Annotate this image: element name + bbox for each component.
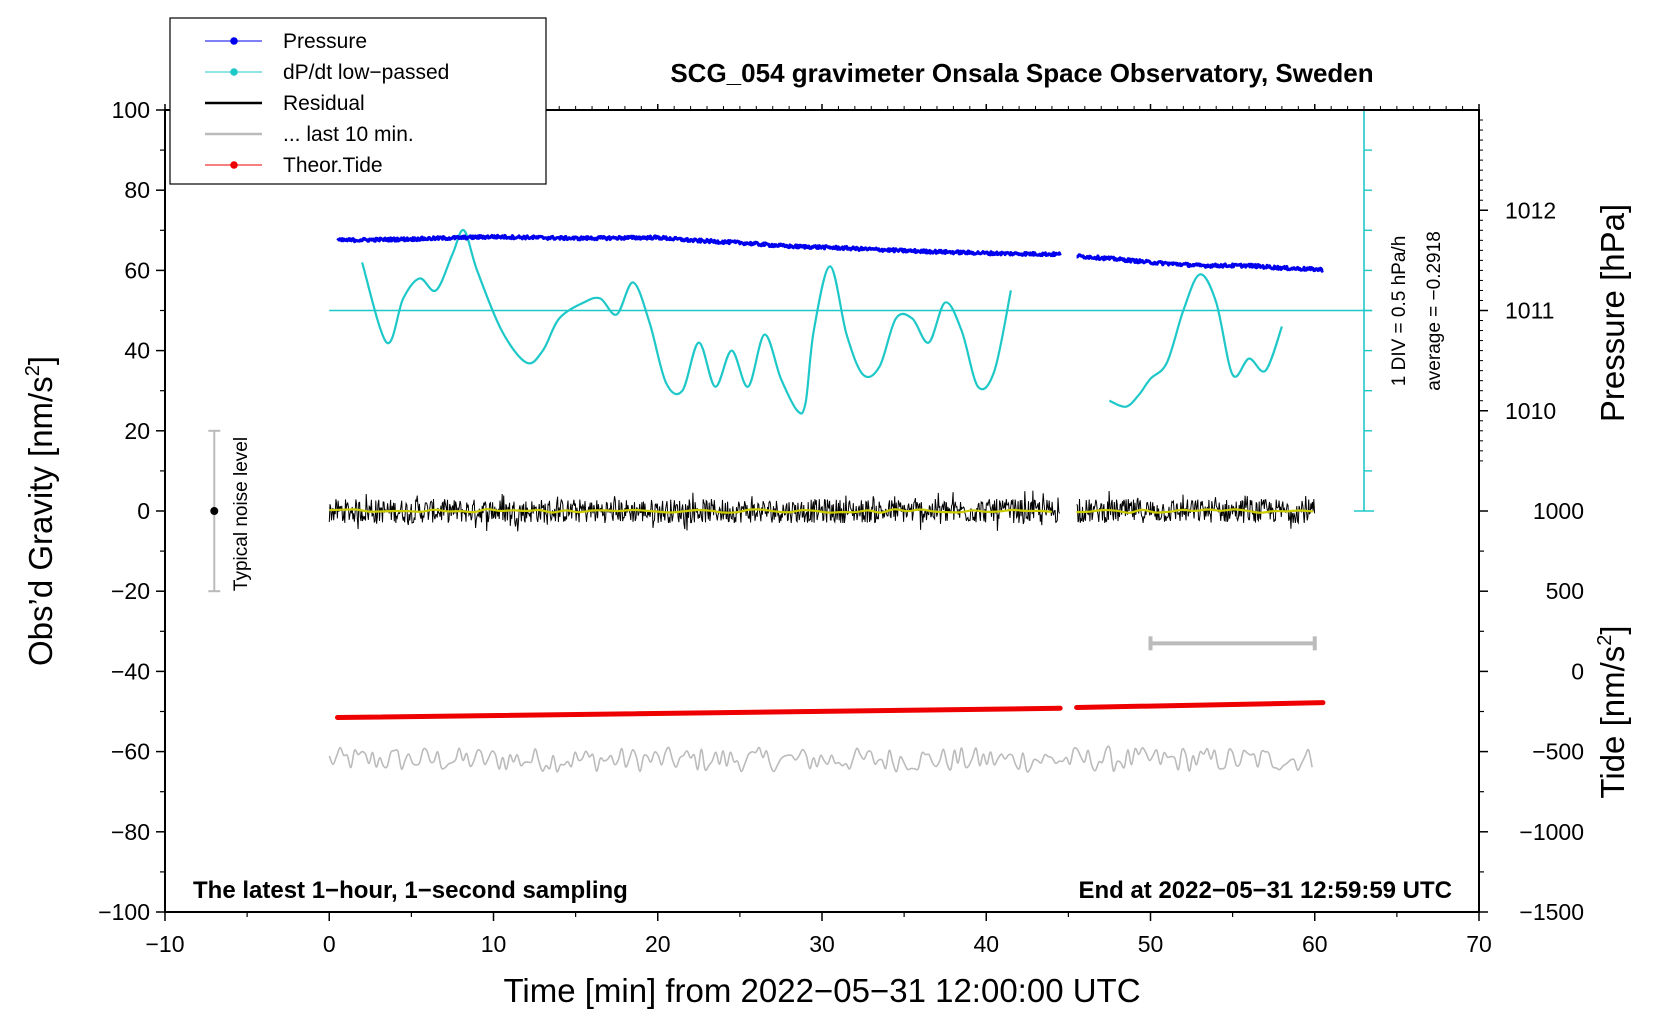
x-tick-label: 30 bbox=[809, 931, 835, 957]
y-axis-ticks: 100 80 60 40 20 0 −20 −40 −60 −80 −100 bbox=[98, 97, 165, 925]
pressure-tick-label: 1011 bbox=[1505, 298, 1554, 324]
legend-box bbox=[169, 17, 547, 185]
y-axis-label-text: Obs’d Gravity [nm/s bbox=[22, 376, 59, 666]
legend-label: Residual bbox=[283, 92, 365, 115]
y-tick-label: 60 bbox=[124, 257, 150, 283]
pressure-tick-label: 1010 bbox=[1505, 398, 1556, 424]
theoretical-tide-series bbox=[334, 700, 1326, 721]
x-tick-label: 10 bbox=[481, 931, 507, 957]
legend-marker bbox=[230, 68, 238, 76]
pressure-series bbox=[336, 233, 1324, 273]
legend: Pressure dP/dt low−passed Residual ... last… bbox=[169, 17, 547, 185]
y-tick-label: −100 bbox=[98, 899, 150, 925]
pressure-tick-label: 1012 bbox=[1505, 197, 1556, 223]
y-tick-label: 40 bbox=[124, 338, 150, 364]
tide-axis-label: Tide [nm/s2] bbox=[1594, 625, 1631, 798]
tide-axis-label-text: Tide [nm/s bbox=[1594, 646, 1631, 799]
tide-tick-label: 1000 bbox=[1533, 498, 1584, 524]
y-tick-label: 80 bbox=[124, 177, 150, 203]
pressure-axis-label: Pressure [hPa] bbox=[1594, 204, 1631, 422]
tide-tick-label: −1500 bbox=[1519, 899, 1584, 925]
y-tick-label: −80 bbox=[111, 819, 150, 845]
residual-smoothed-line bbox=[1076, 508, 1314, 514]
dpdt-line bbox=[361, 229, 1012, 415]
pressure-scale-label-average: average = −0.2918 bbox=[1424, 231, 1445, 391]
tide-axis-ticks: 1000 500 0 −500 −1000 −1500 bbox=[1479, 498, 1584, 925]
chart-title: SCG_054 gravimeter Onsala Space Observat… bbox=[670, 58, 1373, 88]
last-10-min-series bbox=[328, 745, 1313, 773]
noise-bar-point bbox=[210, 507, 219, 515]
tide-line bbox=[334, 705, 1063, 721]
residual-smoothed-line bbox=[329, 508, 1052, 514]
y-tick-label: −60 bbox=[111, 739, 150, 765]
footer-left-note: The latest 1−hour, 1−second sampling bbox=[193, 877, 628, 904]
tide-tick-label: −1000 bbox=[1519, 819, 1584, 845]
pressure-axis-ticks: 1012 1011 1010 bbox=[1479, 119, 1556, 462]
pressure-line bbox=[1075, 253, 1324, 273]
residual-line bbox=[1076, 490, 1316, 529]
dpdt-line bbox=[1108, 273, 1283, 408]
legend-label: ... last 10 min. bbox=[283, 123, 414, 146]
x-tick-label: 60 bbox=[1302, 931, 1328, 957]
legend-label: Pressure bbox=[283, 30, 367, 53]
x-tick-label: 0 bbox=[323, 931, 336, 957]
y-tick-label: 20 bbox=[124, 418, 150, 444]
x-tick-label: 50 bbox=[1138, 931, 1164, 957]
tide-line bbox=[1074, 700, 1326, 710]
y-axis-label-sup: 2 bbox=[22, 365, 44, 376]
y-tick-label: 100 bbox=[112, 97, 150, 123]
dpdt-series bbox=[329, 229, 1373, 415]
legend-marker bbox=[230, 161, 238, 169]
legend-marker bbox=[230, 37, 238, 45]
legend-label: dP/dt low−passed bbox=[283, 61, 449, 84]
x-tick-label: 20 bbox=[645, 931, 671, 957]
tide-tick-label: 0 bbox=[1571, 658, 1584, 684]
y-tick-label: −40 bbox=[111, 658, 150, 684]
noise-level-label: Typical noise level bbox=[231, 437, 252, 591]
pressure-scale-label-div: 1 DIV = 0.5 hPa/h bbox=[1389, 236, 1410, 387]
y-tick-label: 0 bbox=[137, 498, 150, 524]
reference-bar bbox=[1148, 636, 1317, 651]
x-tick-label: 40 bbox=[973, 931, 999, 957]
x-axis-ticks: −10 0 10 20 30 40 50 60 70 bbox=[145, 104, 1492, 957]
residual-series bbox=[328, 490, 1316, 532]
y-axis-label: Obs’d Gravity [nm/s2] bbox=[22, 356, 59, 666]
x-tick-label: −10 bbox=[145, 931, 184, 957]
last-10-min-line bbox=[328, 745, 1313, 773]
y-axis-label-close: ] bbox=[22, 356, 59, 365]
footer-right-note: End at 2022−05−31 12:59:59 UTC bbox=[1078, 877, 1452, 904]
pressure-line bbox=[336, 233, 1062, 258]
tide-tick-label: −500 bbox=[1532, 739, 1584, 765]
tide-axis-label-sup: 2 bbox=[1594, 635, 1616, 646]
x-axis-label: Time [min] from 2022−05−31 12:00:00 UTC bbox=[503, 972, 1140, 1009]
tide-tick-label: 500 bbox=[1546, 578, 1584, 604]
legend-label: Theor.Tide bbox=[283, 154, 383, 177]
noise-level-bar bbox=[208, 429, 221, 593]
residual-line bbox=[328, 490, 1060, 532]
tide-axis-label-close: ] bbox=[1594, 625, 1631, 634]
y-tick-label: −20 bbox=[111, 578, 150, 604]
x-tick-label: 70 bbox=[1466, 931, 1492, 957]
